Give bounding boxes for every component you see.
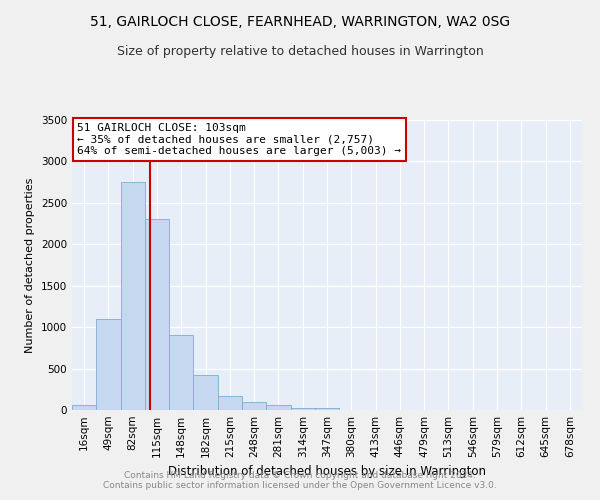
Bar (218, 396, 242, 410)
Bar (96, 319, 121, 410)
Text: Contains HM Land Registry data © Crown copyright and database right 2024.
Contai: Contains HM Land Registry data © Crown c… (103, 470, 497, 490)
Text: Size of property relative to detached houses in Warrington: Size of property relative to detached ho… (116, 45, 484, 58)
Bar (290, 408, 315, 410)
Text: 51, GAIRLOCH CLOSE, FEARNHEAD, WARRINGTON, WA2 0SG: 51, GAIRLOCH CLOSE, FEARNHEAD, WARRINGTO… (90, 15, 510, 29)
Bar (193, 375, 218, 410)
Bar (169, 336, 193, 410)
Bar (121, 182, 145, 410)
Text: 51 GAIRLOCH CLOSE: 103sqm
← 35% of detached houses are smaller (2,757)
64% of se: 51 GAIRLOCH CLOSE: 103sqm ← 35% of detac… (77, 123, 401, 156)
Bar (72, 406, 96, 410)
Bar (266, 405, 290, 410)
Y-axis label: Number of detached properties: Number of detached properties (25, 178, 35, 352)
Bar (145, 220, 169, 410)
X-axis label: Distribution of detached houses by size in Warrington: Distribution of detached houses by size … (168, 466, 486, 478)
Bar (315, 408, 339, 410)
Bar (242, 402, 266, 410)
